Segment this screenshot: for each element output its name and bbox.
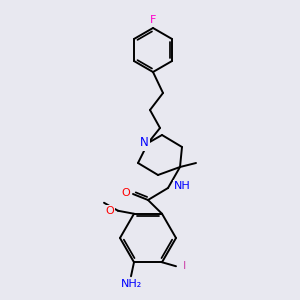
Text: F: F bbox=[150, 15, 156, 25]
Text: NH₂: NH₂ bbox=[120, 279, 142, 289]
Text: NH: NH bbox=[174, 181, 191, 191]
Text: O: O bbox=[122, 188, 130, 198]
Text: O: O bbox=[106, 206, 114, 216]
Text: I: I bbox=[182, 261, 186, 271]
Text: N: N bbox=[140, 136, 148, 149]
